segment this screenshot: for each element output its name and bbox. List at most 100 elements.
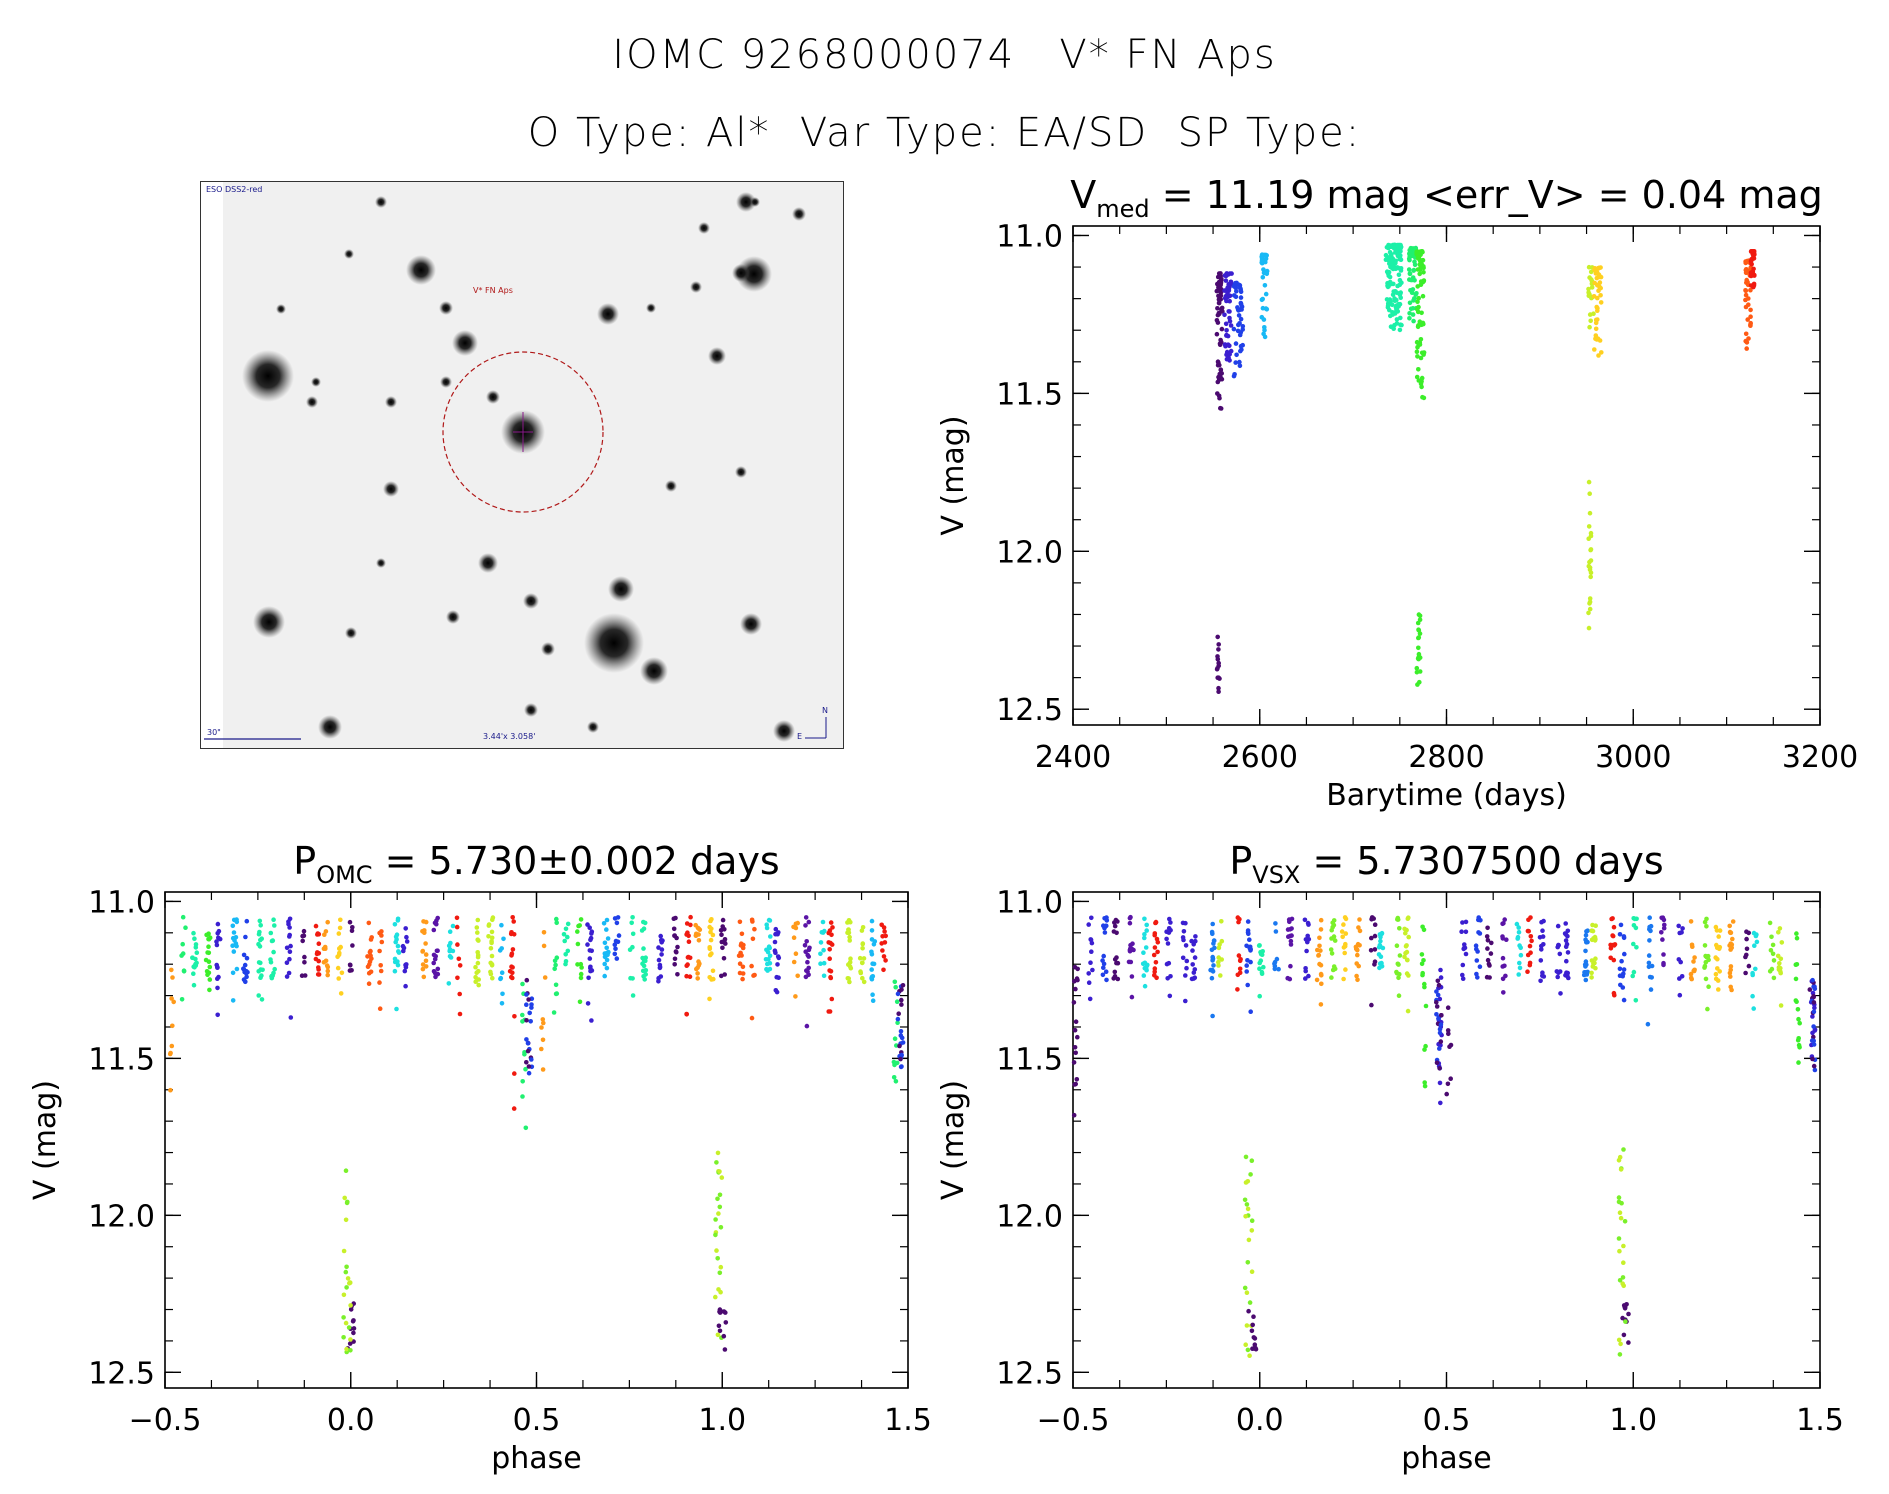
data-point [1152, 932, 1157, 938]
data-point [1396, 975, 1401, 981]
data-point [379, 939, 385, 945]
data-point [526, 1070, 532, 1076]
data-point [1394, 943, 1400, 948]
data-point [1558, 991, 1563, 996]
data-point [540, 1017, 546, 1022]
data-point [1414, 669, 1420, 675]
data-point [180, 914, 186, 920]
data-point [1151, 952, 1157, 958]
data-point [1411, 268, 1416, 273]
data-point [215, 976, 220, 981]
data-point [1249, 1269, 1255, 1274]
data-point [827, 928, 833, 933]
data-point [1593, 317, 1599, 323]
data-point [1273, 929, 1279, 934]
plot-frame [164, 891, 909, 1389]
data-point [1286, 917, 1292, 922]
data-point [1418, 381, 1424, 387]
data-point [1621, 1147, 1626, 1152]
data-point [721, 956, 727, 961]
data-point [605, 952, 610, 957]
data-point [1372, 962, 1377, 967]
data-point [554, 991, 560, 996]
data-point [1702, 963, 1708, 969]
data-point [707, 924, 712, 930]
data-point [604, 965, 610, 971]
data-point [1587, 312, 1593, 317]
data-point [1393, 260, 1398, 266]
data-point [1257, 943, 1262, 948]
finder-fov-label: 3.44'x 3.058' [483, 732, 536, 741]
data-point [1328, 947, 1334, 952]
data-point [1811, 1000, 1817, 1005]
data-point [1586, 625, 1592, 631]
data-point [818, 940, 824, 945]
data-point [1407, 271, 1413, 276]
data-point [269, 974, 274, 979]
data-point [316, 932, 322, 937]
finder-star [478, 553, 498, 573]
data-point [1540, 934, 1546, 939]
data-point [1811, 1063, 1817, 1069]
data-point [847, 934, 852, 940]
data-point [1356, 963, 1361, 969]
data-point [378, 968, 384, 974]
data-point [509, 951, 515, 956]
data-point [657, 965, 663, 971]
data-point [1526, 928, 1531, 934]
data-point [1617, 1352, 1623, 1357]
data-point [1661, 925, 1667, 931]
data-point [1589, 285, 1595, 290]
data-point [1616, 1236, 1622, 1241]
data-point [1421, 958, 1426, 963]
data-point [1434, 989, 1439, 994]
data-point [1504, 937, 1509, 942]
data-point [1250, 1322, 1255, 1328]
data-point [1247, 1353, 1252, 1358]
data-point [346, 1325, 352, 1330]
data-point [1744, 267, 1749, 272]
data-point [1073, 986, 1078, 992]
data-point [1303, 966, 1308, 971]
data-point [1717, 969, 1722, 974]
data-point [1259, 969, 1265, 975]
data-point [1811, 1042, 1817, 1047]
data-point [898, 1064, 904, 1070]
data-point [764, 947, 769, 953]
data-point [259, 973, 264, 978]
data-point [1421, 927, 1427, 933]
data-point [214, 939, 219, 944]
data-point [541, 943, 547, 949]
data-point [1589, 928, 1594, 933]
data-point [793, 951, 799, 956]
data-point [1565, 950, 1571, 955]
data-point [1389, 251, 1394, 257]
data-point [1228, 323, 1234, 328]
data-point [577, 999, 583, 1005]
data-point [1677, 976, 1682, 981]
data-point [1649, 975, 1654, 980]
data-point [404, 934, 409, 940]
data-point [1540, 970, 1545, 975]
data-point [258, 937, 263, 943]
data-point [271, 949, 276, 955]
data-point [1416, 295, 1421, 301]
data-point [287, 949, 293, 954]
data-point [1223, 273, 1229, 278]
data-point [1243, 1180, 1249, 1185]
data-point [1232, 372, 1237, 377]
data-point [774, 989, 780, 995]
data-point [1583, 948, 1588, 954]
data-point [1516, 972, 1521, 977]
data-point [1583, 977, 1589, 983]
finder-stars [242, 192, 806, 742]
data-point [1598, 293, 1603, 298]
data-point [1771, 958, 1777, 963]
data-point [578, 961, 584, 967]
data-point [510, 915, 515, 920]
data-point [1237, 332, 1243, 338]
y-tick-label: 12.0 [88, 1199, 155, 1234]
data-point [1192, 967, 1198, 972]
data-point [818, 951, 823, 957]
data-point [1394, 306, 1400, 311]
